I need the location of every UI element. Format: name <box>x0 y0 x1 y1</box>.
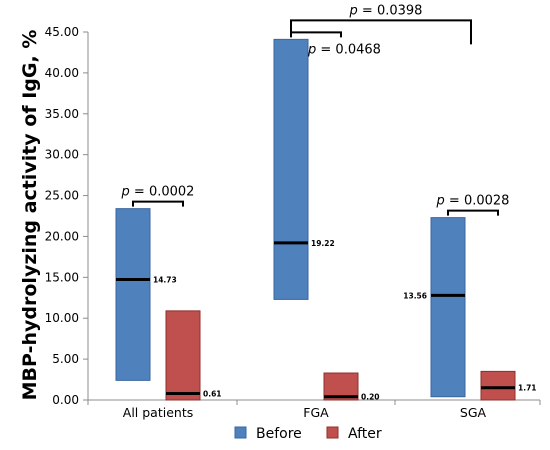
p-bracket-fga <box>290 31 342 38</box>
x-axis: All patients FGA SGA <box>87 400 541 420</box>
p-value-sga: p = 0.0028 <box>436 194 510 209</box>
y-tick-label: 25.00 <box>45 189 79 203</box>
y-tick-label: 35.00 <box>45 107 79 121</box>
y-tick-label: 15.00 <box>45 270 79 284</box>
after-bar <box>480 370 516 401</box>
after-bar <box>165 310 201 401</box>
legend-label-after: After <box>348 426 382 442</box>
x-tick-label: FGA <box>303 405 329 420</box>
median-label: 0.61 <box>203 389 222 398</box>
median-label: 13.56 <box>403 291 427 300</box>
p-bracket-all-patients <box>132 200 184 207</box>
p-value-fga-vs-sga: p = 0.0398 <box>349 3 423 18</box>
median-label: 19.22 <box>311 239 335 248</box>
p-bracket-fga-vs-sga <box>290 19 472 45</box>
legend-swatch-after <box>326 426 339 439</box>
before-bar <box>273 38 309 300</box>
y-tick-label: 20.00 <box>45 229 79 243</box>
p-value-fga: p = 0.0468 <box>307 42 381 57</box>
median-label: 0.20 <box>361 393 380 402</box>
plot-area: 14.73 19.22 13.56 0.61 0.20 1.71 <box>115 38 537 402</box>
y-tick-label: 5.00 <box>52 352 79 366</box>
legend-label-before: Before <box>256 426 302 442</box>
y-axis-label: MBP-hydrolyzing activity of IgG, % <box>19 30 41 401</box>
y-tick-label: 40.00 <box>45 66 79 80</box>
x-tick-label: SGA <box>460 405 487 420</box>
y-tick-label: 0.00 <box>52 393 79 407</box>
p-bracket-sga <box>447 209 499 216</box>
before-bar <box>115 208 151 381</box>
median-label: 1.71 <box>518 384 537 393</box>
y-tick-label: 10.00 <box>45 311 79 325</box>
y-tick-label: 45.00 <box>45 25 79 39</box>
p-value-all-patients: p = 0.0002 <box>121 185 195 200</box>
significance-annotations: p = 0.0002 p = 0.0468 p = 0.0398 p = 0.0028 <box>121 3 510 216</box>
y-axis: 0.00 5.00 10.00 15.00 20.00 25.00 30.00 35.00 40… <box>45 25 540 407</box>
median-label: 14.73 <box>153 276 177 285</box>
before-bar <box>430 217 466 398</box>
legend: Before After <box>234 426 382 442</box>
y-tick-label: 30.00 <box>45 148 79 162</box>
legend-swatch-before <box>234 426 247 439</box>
x-tick-label: All patients <box>123 405 193 420</box>
